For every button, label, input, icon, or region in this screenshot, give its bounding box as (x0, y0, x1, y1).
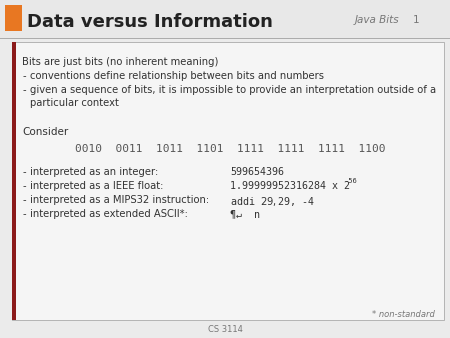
Text: given a sequence of bits, it is impossible to provide an interpretation outside : given a sequence of bits, it is impossib… (30, 85, 436, 95)
Text: -: - (23, 181, 27, 191)
Bar (12, 42, 16, 320)
Text: Java Bits: Java Bits (355, 15, 400, 25)
Text: 1: 1 (413, 15, 419, 25)
Text: Consider: Consider (22, 127, 68, 137)
Text: -: - (23, 209, 27, 219)
Text: -56: -56 (345, 178, 358, 184)
Text: -: - (23, 167, 27, 177)
Text: -: - (23, 85, 27, 95)
Text: conventions define relationship between bits and numbers: conventions define relationship between … (30, 71, 324, 81)
Text: 0010  0011  1011  1101  1111  1111  1111  1100: 0010 0011 1011 1101 1111 1111 1111 1100 (75, 144, 385, 154)
Bar (5, 5, 22, 31)
Text: interpreted as a IEEE float:: interpreted as a IEEE float: (30, 181, 163, 191)
Bar (0, 0, 450, 38)
Text: Bits are just bits (no inherent meaning): Bits are just bits (no inherent meaning) (22, 57, 218, 67)
Text: Data versus Information: Data versus Information (27, 13, 273, 31)
Text: 1.99999952316284 x 2: 1.99999952316284 x 2 (230, 181, 350, 191)
Text: addi $29, $29, -4: addi $29, $29, -4 (230, 195, 315, 208)
Text: interpreted as extended ASCII*:: interpreted as extended ASCII*: (30, 209, 188, 219)
Bar (12, 42, 444, 320)
Text: * non-standard: * non-standard (372, 310, 435, 319)
Text: -: - (23, 195, 27, 205)
Text: interpreted as a MIPS32 instruction:: interpreted as a MIPS32 instruction: (30, 195, 209, 205)
Text: CS 3114: CS 3114 (207, 325, 243, 334)
Text: 599654396: 599654396 (230, 167, 284, 177)
Text: -: - (23, 71, 27, 81)
Text: interpreted as an integer:: interpreted as an integer: (30, 167, 158, 177)
Text: particular context: particular context (30, 98, 119, 108)
Text: ¶↵  n: ¶↵ n (230, 209, 260, 219)
